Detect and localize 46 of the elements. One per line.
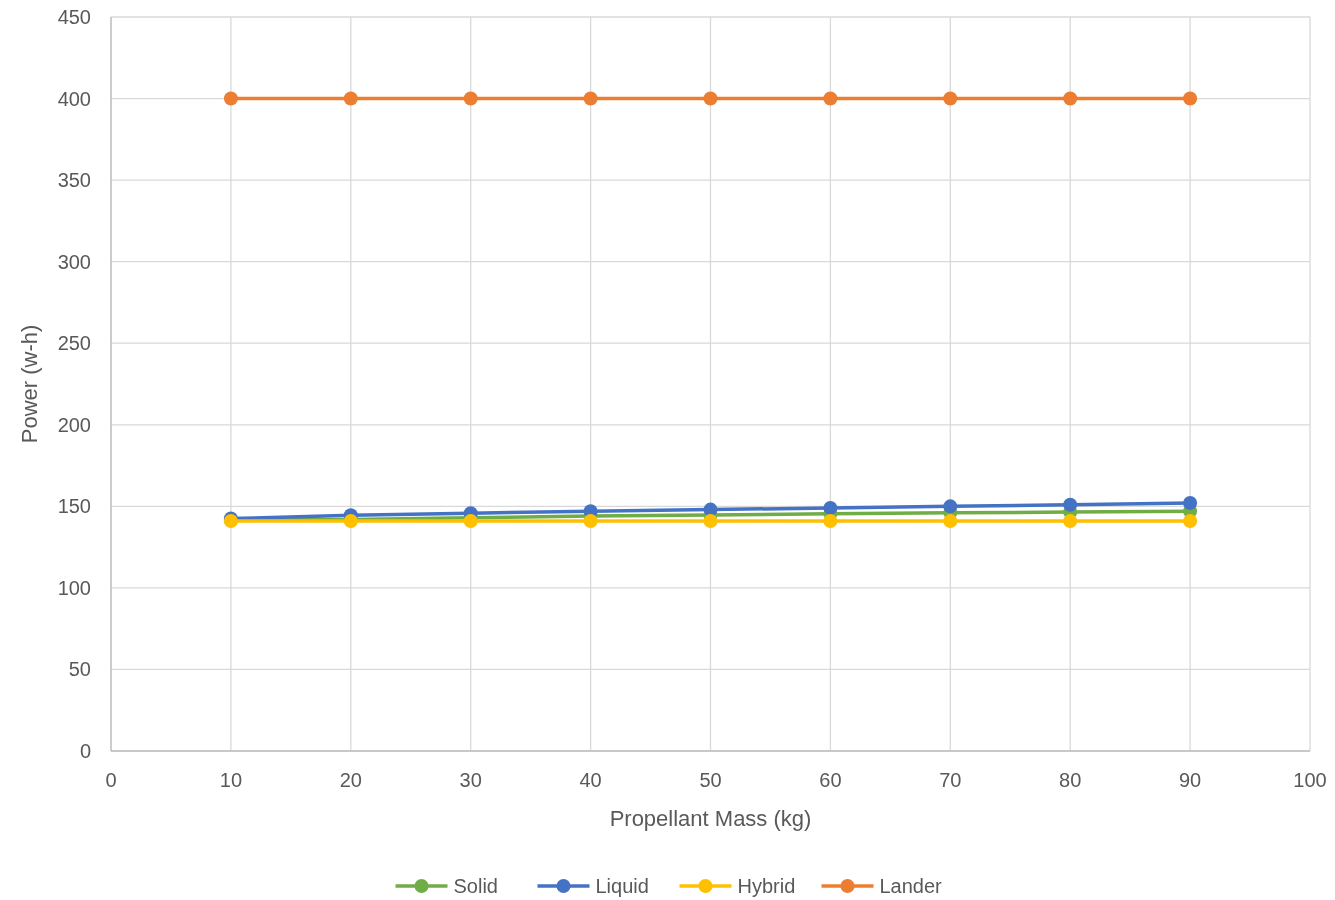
legend-label: Liquid [595, 875, 649, 897]
y-tick-label: 450 [57, 6, 91, 28]
point [943, 91, 958, 106]
x-tick-label: 40 [579, 769, 602, 791]
x-tick-label: 100 [1293, 769, 1327, 791]
point [1063, 514, 1078, 529]
x-tick-label: 50 [699, 769, 722, 791]
point [823, 500, 838, 515]
point [1183, 514, 1198, 529]
x-tick-label: 70 [939, 769, 962, 791]
point [463, 514, 478, 529]
point [703, 91, 718, 106]
y-tick-label: 300 [57, 250, 91, 273]
legend-label: Solid [453, 875, 498, 897]
point [463, 91, 478, 106]
y-tick-label: 50 [68, 658, 91, 681]
point [1183, 496, 1198, 511]
point [1063, 497, 1078, 512]
point [223, 91, 238, 106]
x-tick-label: 60 [819, 769, 842, 791]
y-tick-label: 0 [79, 740, 91, 762]
x-tick-label: 30 [459, 769, 482, 791]
y-axis-title: Power (w-h) [17, 324, 42, 444]
point [1063, 91, 1078, 106]
point [1183, 91, 1198, 106]
y-tick-label: 400 [57, 87, 91, 110]
legend-label: Hybrid [737, 875, 796, 897]
x-axis-title: Propellant Mass (kg) [609, 806, 812, 831]
y-tick-label: 200 [57, 413, 91, 436]
y-tick-label: 150 [57, 495, 91, 518]
point [583, 91, 598, 106]
point [823, 91, 838, 106]
point [943, 514, 958, 529]
point [943, 499, 958, 514]
x-tick-label: 10 [219, 769, 243, 791]
y-tick-label: 350 [57, 169, 91, 192]
x-tick-label: 80 [1059, 769, 1082, 791]
x-tick-label: 0 [105, 769, 117, 791]
x-tick-label: 20 [339, 769, 362, 791]
point [823, 514, 838, 529]
legend-label: Lander [879, 875, 943, 897]
x-tick-label: 90 [1178, 769, 1202, 791]
y-tick-label: 100 [57, 576, 91, 599]
point [343, 91, 358, 106]
point [583, 514, 598, 529]
y-tick-label: 250 [57, 332, 91, 355]
